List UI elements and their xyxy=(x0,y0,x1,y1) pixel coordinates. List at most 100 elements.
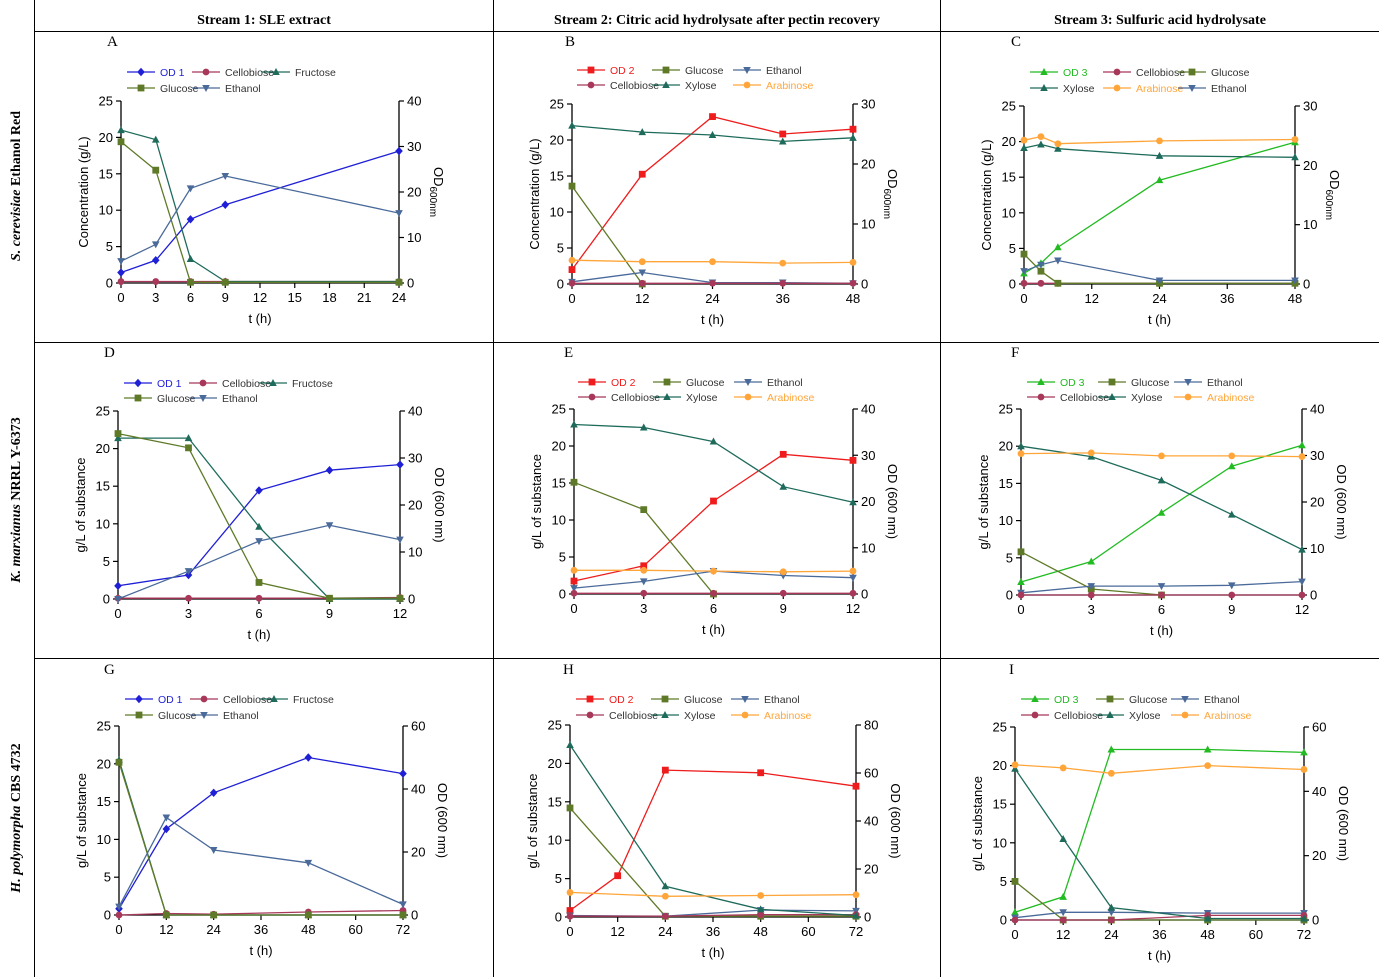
legend-label: Arabinose xyxy=(1136,83,1183,95)
y-tick-label: 5 xyxy=(557,241,564,256)
data-point xyxy=(1037,279,1045,287)
y2-axis-title: OD (600 nm) xyxy=(432,467,447,542)
series-line xyxy=(117,432,400,599)
legend-label: Fructose xyxy=(293,694,334,706)
y2-tick-label: 10 xyxy=(861,540,875,555)
legend-marker xyxy=(200,695,208,703)
y-tick-label: 10 xyxy=(993,835,1007,850)
data-point xyxy=(1155,277,1164,285)
legend-marker xyxy=(270,695,278,702)
legend-item-xylose: Xylose xyxy=(1098,392,1163,404)
legend-item-xylose: Xylose xyxy=(653,392,718,404)
legend-marker xyxy=(743,67,751,74)
legend-marker xyxy=(661,695,669,703)
legend-item-xylose: Xylose xyxy=(652,80,717,92)
y2-tick-label: 0 xyxy=(1312,913,1319,928)
data-point xyxy=(566,804,574,812)
series-line xyxy=(120,175,400,262)
data-point xyxy=(1037,133,1045,141)
y-tick-label: 5 xyxy=(559,550,566,565)
y-tick-label: 0 xyxy=(559,587,566,602)
data-point xyxy=(568,279,576,287)
y-tick-label: 25 xyxy=(552,402,566,417)
y-axis-title: g/L of substance xyxy=(976,455,991,550)
y-tick-label: 25 xyxy=(999,402,1013,417)
legend-item-glucose: Glucose xyxy=(127,83,199,95)
legend-marker xyxy=(137,67,145,77)
y2-axis-title: OD (600 nm) xyxy=(885,464,900,539)
legend-label: Glucose xyxy=(685,65,724,77)
data-point xyxy=(1087,557,1096,565)
x-tick-label: 3 xyxy=(640,601,647,616)
series-line xyxy=(1023,259,1295,282)
legend-item-cellobiose: Cellobiose xyxy=(1027,392,1109,404)
x-tick-label: 24 xyxy=(1104,927,1118,942)
y-tick-label: 25 xyxy=(548,718,562,733)
legend-marker xyxy=(661,711,669,718)
panel-letter: C xyxy=(1011,34,1021,50)
data-point xyxy=(661,892,669,900)
panel-letter: H xyxy=(563,662,574,678)
y-tick-label: 5 xyxy=(1000,874,1007,889)
legend-label: OD 1 xyxy=(157,378,182,390)
data-point xyxy=(151,135,160,143)
legend-label: Ethanol xyxy=(1211,83,1247,95)
data-point xyxy=(396,536,404,544)
x-tick-label: 12 xyxy=(1085,291,1099,306)
series-line xyxy=(1023,141,1296,274)
data-point xyxy=(1107,769,1115,777)
y-tick-label: 20 xyxy=(993,758,1007,773)
legend-item-ethanol: Ethanol xyxy=(1171,694,1240,706)
x-tick-label: 60 xyxy=(348,922,362,937)
data-point xyxy=(1107,909,1116,917)
legend-label: OD 1 xyxy=(160,67,185,79)
panel-g: G 0 5 10 15 20 25 0 20 40 60 0 12 24 36 48 60 72 t (h) g/L … xyxy=(74,662,450,958)
data-point xyxy=(1300,766,1308,773)
y-tick-label: 5 xyxy=(104,870,111,885)
x-tick-label: 0 xyxy=(566,924,573,939)
y2-tick-label: 30 xyxy=(407,139,421,154)
legend-item-glucose: Glucose xyxy=(652,65,724,77)
y2-tick-label: 10 xyxy=(1303,217,1317,232)
legend-label: Xylose xyxy=(1063,83,1095,95)
y-tick-label: 15 xyxy=(548,794,562,809)
x-tick-label: 12 xyxy=(610,924,624,939)
data-point xyxy=(1011,908,1019,916)
y-tick-label: 0 xyxy=(1009,277,1016,292)
legend-item-ethanol: Ethanol xyxy=(1174,377,1243,389)
legend-item-od-1: OD 1 xyxy=(124,378,182,390)
legend-item-od-2: OD 2 xyxy=(578,377,636,389)
legend-marker xyxy=(1184,379,1192,386)
data-point xyxy=(1228,591,1236,599)
data-point xyxy=(255,522,263,530)
y-tick-label: 20 xyxy=(99,130,113,145)
y-tick-label: 0 xyxy=(1006,588,1013,603)
y-tick-label: 0 xyxy=(555,910,562,925)
data-point xyxy=(779,568,787,576)
legend-marker xyxy=(1040,68,1048,75)
y-tick-label: 5 xyxy=(106,239,113,254)
data-point xyxy=(757,892,765,899)
data-point xyxy=(849,574,857,582)
data-point xyxy=(852,782,860,790)
legend-item-glucose: Glucose xyxy=(1096,694,1168,706)
data-point xyxy=(1203,914,1212,922)
data-point xyxy=(1300,748,1308,756)
data-point xyxy=(757,769,765,777)
data-point xyxy=(304,911,312,919)
x-tick-label: 36 xyxy=(776,291,790,306)
data-point xyxy=(115,911,123,919)
y2-tick-label: 20 xyxy=(1312,848,1326,863)
y-tick-label: 0 xyxy=(104,908,111,923)
legend-item-cellobiose: Cellobiose xyxy=(577,80,659,92)
y2-tick-label: 40 xyxy=(408,404,422,419)
data-point xyxy=(709,258,716,266)
data-point xyxy=(1107,903,1116,911)
frame-line-row2 xyxy=(34,658,1379,659)
x-tick-label: 0 xyxy=(114,606,121,621)
legend-marker xyxy=(743,81,751,89)
legend-label: Cellobiose xyxy=(225,67,274,79)
data-point xyxy=(640,589,648,597)
data-point xyxy=(779,279,787,287)
y-tick-label: 15 xyxy=(552,476,566,491)
